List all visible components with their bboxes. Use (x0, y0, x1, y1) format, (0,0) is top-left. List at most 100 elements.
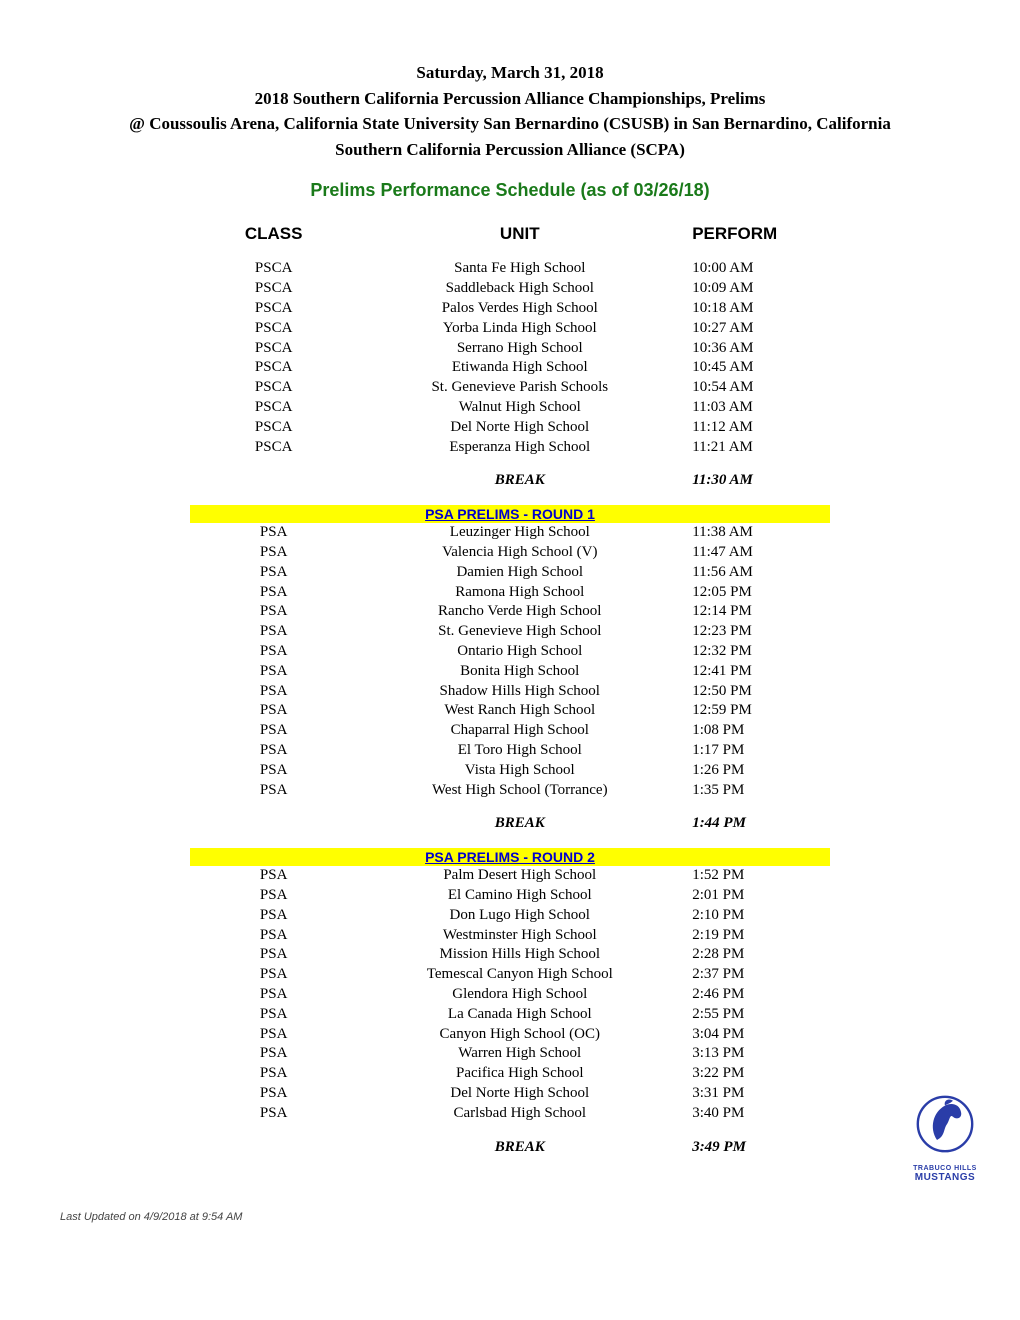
cell-unit: Damien High School (357, 563, 682, 583)
cell-time: 2:10 PM (682, 906, 830, 926)
event-header: Saturday, March 31, 2018 2018 Southern C… (60, 60, 960, 162)
schedule-row: PSAWarren High School3:13 PM (190, 1044, 830, 1064)
cell-unit: Pacifica High School (357, 1064, 682, 1084)
cell-unit: El Camino High School (357, 886, 682, 906)
cell-time: 10:54 AM (682, 378, 830, 398)
cell-unit: Mission Hills High School (357, 945, 682, 965)
cell-unit: Esperanza High School (357, 438, 682, 458)
cell-unit: El Toro High School (357, 741, 682, 761)
cell-class: PSA (190, 1104, 357, 1124)
cell-time: 12:59 PM (682, 701, 830, 721)
cell-class: PSA (190, 945, 357, 965)
cell-class: PSA (190, 741, 357, 761)
cell-time: 3:31 PM (682, 1084, 830, 1104)
cell-time: 3:04 PM (682, 1025, 830, 1045)
cell-class: PSCA (190, 339, 357, 359)
header-date: Saturday, March 31, 2018 (60, 60, 960, 86)
schedule-row: PSALeuzinger High School11:38 AM (190, 523, 830, 543)
section-header: PSA PRELIMS - ROUND 1 (190, 505, 830, 523)
cell-class: PSA (190, 543, 357, 563)
page: Saturday, March 31, 2018 2018 Southern C… (0, 0, 1020, 1243)
break-row: BREAK1:44 PM (190, 814, 830, 834)
schedule-row: PSARancho Verde High School12:14 PM (190, 602, 830, 622)
cell-time: 11:21 AM (682, 438, 830, 458)
cell-unit: Rancho Verde High School (357, 602, 682, 622)
last-updated: Last Updated on 4/9/2018 at 9:54 AM (60, 1211, 960, 1223)
logo-text-2: MUSTANGS (900, 1172, 990, 1183)
break-label: BREAK (357, 471, 682, 491)
schedule-row: PSAWest High School (Torrance)1:35 PM (190, 781, 830, 801)
cell-class: PSA (190, 523, 357, 543)
cell-class: PSA (190, 761, 357, 781)
cell-class: PSA (190, 985, 357, 1005)
schedule-row: PSADamien High School11:56 AM (190, 563, 830, 583)
cell-class: PSA (190, 1084, 357, 1104)
cell-time: 12:14 PM (682, 602, 830, 622)
col-class: CLASS (190, 223, 357, 245)
cell-class: PSCA (190, 319, 357, 339)
cell-time: 10:45 AM (682, 358, 830, 378)
cell-class: PSCA (190, 279, 357, 299)
schedule-row: PSAShadow Hills High School12:50 PM (190, 682, 830, 702)
schedule-row: PSARamona High School12:05 PM (190, 583, 830, 603)
schedule-row: PSCASanta Fe High School10:00 AM (190, 259, 830, 279)
cell-unit: Don Lugo High School (357, 906, 682, 926)
cell-time: 12:32 PM (682, 642, 830, 662)
schedule-row: PSCAYorba Linda High School10:27 AM (190, 319, 830, 339)
schedule-row: PSCASaddleback High School10:09 AM (190, 279, 830, 299)
cell-class: PSA (190, 662, 357, 682)
cell-time: 1:08 PM (682, 721, 830, 741)
section-header: PSA PRELIMS - ROUND 2 (190, 848, 830, 866)
cell-unit: Glendora High School (357, 985, 682, 1005)
cell-unit: St. Genevieve Parish Schools (357, 378, 682, 398)
cell-time: 10:36 AM (682, 339, 830, 359)
cell-class: PSCA (190, 418, 357, 438)
cell-time: 12:41 PM (682, 662, 830, 682)
cell-unit: Del Norte High School (357, 418, 682, 438)
cell-class: PSA (190, 642, 357, 662)
schedule-row: PSAOntario High School12:32 PM (190, 642, 830, 662)
cell-class: PSA (190, 906, 357, 926)
cell-time: 10:00 AM (682, 259, 830, 279)
cell-unit: Chaparral High School (357, 721, 682, 741)
cell-unit: Westminster High School (357, 926, 682, 946)
cell-unit: Temescal Canyon High School (357, 965, 682, 985)
schedule-row: PSAPacifica High School3:22 PM (190, 1064, 830, 1084)
cell-class: PSA (190, 701, 357, 721)
cell-time: 1:26 PM (682, 761, 830, 781)
cell-unit: Warren High School (357, 1044, 682, 1064)
cell-class: PSCA (190, 438, 357, 458)
cell-unit: Etiwanda High School (357, 358, 682, 378)
schedule-row: PSCAWalnut High School11:03 AM (190, 398, 830, 418)
cell-unit: West Ranch High School (357, 701, 682, 721)
cell-unit: Palm Desert High School (357, 866, 682, 886)
cell-time: 11:38 AM (682, 523, 830, 543)
cell-time: 3:40 PM (682, 1104, 830, 1124)
break-time: 1:44 PM (682, 814, 830, 834)
cell-time: 11:56 AM (682, 563, 830, 583)
schedule-row: PSAWest Ranch High School12:59 PM (190, 701, 830, 721)
cell-time: 2:55 PM (682, 1005, 830, 1025)
header-venue: @ Coussoulis Arena, California State Uni… (60, 111, 960, 137)
cell-class: PSA (190, 1044, 357, 1064)
cell-time: 1:52 PM (682, 866, 830, 886)
break-row: BREAK3:49 PM (190, 1138, 830, 1158)
break-time: 3:49 PM (682, 1138, 830, 1158)
cell-time: 2:01 PM (682, 886, 830, 906)
cell-class: PSCA (190, 259, 357, 279)
break-row: BREAK11:30 AM (190, 471, 830, 491)
cell-class: PSA (190, 886, 357, 906)
schedule-row: PSACarlsbad High School3:40 PM (190, 1104, 830, 1124)
cell-class: PSA (190, 1064, 357, 1084)
schedule-row: PSCASt. Genevieve Parish Schools10:54 AM (190, 378, 830, 398)
break-label: BREAK (357, 1138, 682, 1158)
cell-class: PSA (190, 926, 357, 946)
cell-class: PSA (190, 866, 357, 886)
logo-text-1: TRABUCO HILLS (900, 1165, 990, 1172)
cell-unit: Del Norte High School (357, 1084, 682, 1104)
cell-class: PSA (190, 1005, 357, 1025)
cell-time: 3:22 PM (682, 1064, 830, 1084)
cell-time: 2:19 PM (682, 926, 830, 946)
cell-class: PSCA (190, 299, 357, 319)
col-unit: UNIT (357, 223, 682, 245)
